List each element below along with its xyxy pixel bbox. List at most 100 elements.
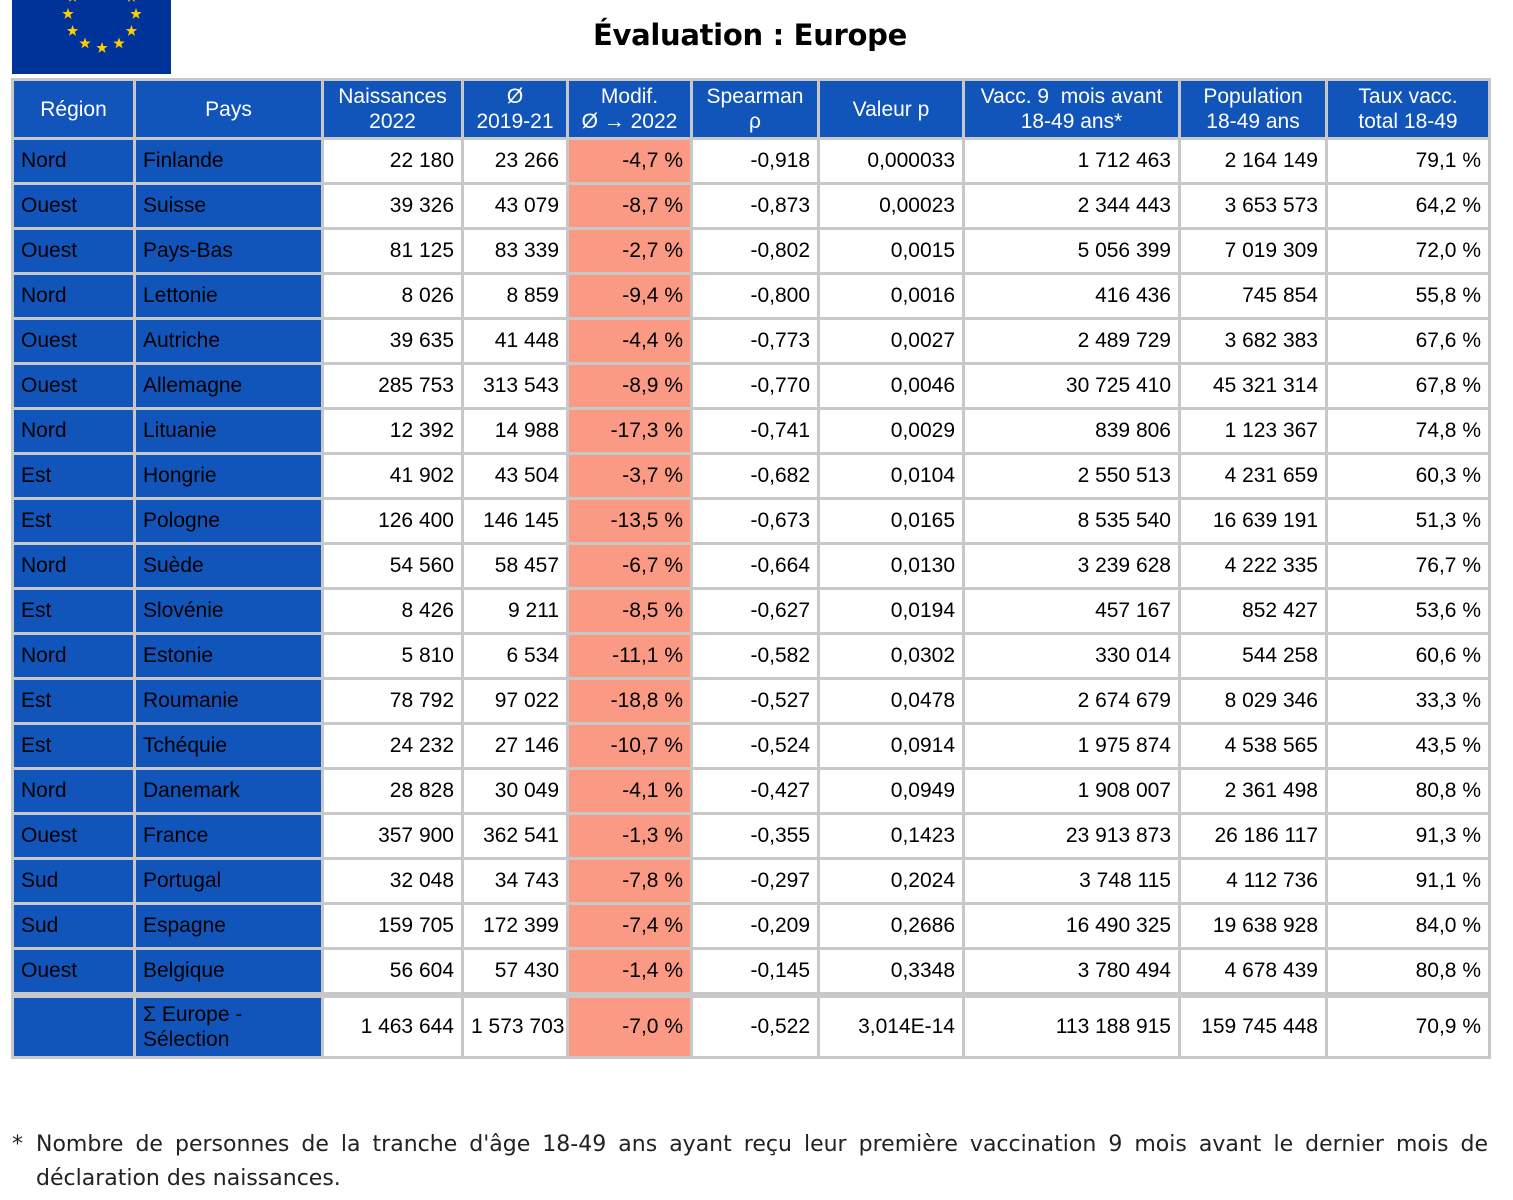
row-region: Est	[11, 722, 136, 770]
row-valeur-p: 0,0104	[817, 452, 965, 500]
row-region: Ouest	[11, 317, 136, 365]
row-modif: -9,4 %	[566, 272, 693, 320]
row-naissances: 12 392	[321, 407, 464, 455]
row-vacc: 2 550 513	[962, 452, 1181, 500]
row-modif: -4,1 %	[566, 767, 693, 815]
row-spearman: -0,427	[690, 767, 820, 815]
row-taux: 67,8 %	[1325, 362, 1491, 410]
row-moyenne: 43 504	[461, 452, 569, 500]
row-naissances: 22 180	[321, 137, 464, 185]
total-vacc: 113 188 915	[962, 992, 1181, 1059]
table-row: Ouest Belgique 56 604 57 430 -1,4 % -0,145 0,3…	[11, 947, 1491, 997]
row-population: 16 639 191	[1178, 497, 1328, 545]
row-naissances: 39 326	[321, 182, 464, 230]
row-modif: -2,7 %	[566, 227, 693, 275]
row-moyenne: 313 543	[461, 362, 569, 410]
row-pays: Pologne	[133, 497, 324, 545]
row-valeur-p: 0,0949	[817, 767, 965, 815]
row-population: 4 538 565	[1178, 722, 1328, 770]
row-spearman: -0,800	[690, 272, 820, 320]
row-modif: -1,4 %	[566, 947, 693, 997]
table-row: Ouest France 357 900 362 541 -1,3 % -0,355 0,1…	[11, 812, 1491, 860]
row-spearman: -0,527	[690, 677, 820, 725]
header-valeur-p: Valeur p	[817, 78, 965, 140]
flag-star	[62, 8, 74, 19]
row-vacc: 8 535 540	[962, 497, 1181, 545]
table-row: Est Tchéquie 24 232 27 146 -10,7 % -0,524 0,09…	[11, 722, 1491, 770]
row-spearman: -0,918	[690, 137, 820, 185]
row-naissances: 285 753	[321, 362, 464, 410]
flag-star	[69, 0, 77, 2]
row-region: Ouest	[11, 812, 136, 860]
row-valeur-p: 0,0165	[817, 497, 965, 545]
table-row: Ouest Pays-Bas 81 125 83 339 -2,7 % -0,802 0,0…	[11, 227, 1491, 275]
row-region: Ouest	[11, 182, 136, 230]
row-population: 2 164 149	[1178, 137, 1328, 185]
row-modif: -7,4 %	[566, 902, 693, 950]
row-region: Nord	[11, 272, 136, 320]
row-taux: 60,3 %	[1325, 452, 1491, 500]
row-vacc: 1 908 007	[962, 767, 1181, 815]
row-valeur-p: 0,00023	[817, 182, 965, 230]
total-modif: -7,0 %	[566, 992, 693, 1059]
row-population: 4 222 335	[1178, 542, 1328, 590]
row-pays: Lettonie	[133, 272, 324, 320]
row-vacc: 1 712 463	[962, 137, 1181, 185]
total-population: 159 745 448	[1178, 992, 1328, 1059]
row-moyenne: 6 534	[461, 632, 569, 680]
header-vacc: Vacc. 9 mois avant 18-49 ans*	[962, 78, 1181, 140]
footnote-mark: *	[12, 1132, 23, 1157]
table-row: Est Hongrie 41 902 43 504 -3,7 % -0,682 0,0104…	[11, 452, 1491, 500]
row-region: Est	[11, 587, 136, 635]
row-naissances: 41 902	[321, 452, 464, 500]
row-moyenne: 43 079	[461, 182, 569, 230]
row-region: Nord	[11, 632, 136, 680]
row-vacc: 330 014	[962, 632, 1181, 680]
row-pays: Allemagne	[133, 362, 324, 410]
row-modif: -11,1 %	[566, 632, 693, 680]
row-modif: -18,8 %	[566, 677, 693, 725]
row-taux: 91,1 %	[1325, 857, 1491, 905]
row-taux: 53,6 %	[1325, 587, 1491, 635]
row-region: Ouest	[11, 362, 136, 410]
table-row: Ouest Allemagne 285 753 313 543 -8,9 % -0,770…	[11, 362, 1491, 410]
row-taux: 67,6 %	[1325, 317, 1491, 365]
table-row: Est Pologne 126 400 146 145 -13,5 % -0,673 0,0…	[11, 497, 1491, 545]
row-spearman: -0,673	[690, 497, 820, 545]
row-moyenne: 34 743	[461, 857, 569, 905]
row-pays: Pays-Bas	[133, 227, 324, 275]
row-valeur-p: 0,0015	[817, 227, 965, 275]
row-moyenne: 83 339	[461, 227, 569, 275]
row-vacc: 3 780 494	[962, 947, 1181, 997]
row-modif: -10,7 %	[566, 722, 693, 770]
row-population: 7 019 309	[1178, 227, 1328, 275]
row-spearman: -0,741	[690, 407, 820, 455]
row-spearman: -0,802	[690, 227, 820, 275]
row-modif: -7,8 %	[566, 857, 693, 905]
row-pays: Finlande	[133, 137, 324, 185]
row-moyenne: 97 022	[461, 677, 569, 725]
row-valeur-p: 0,3348	[817, 947, 965, 997]
header-pays: Pays	[133, 78, 324, 140]
table-row: Ouest Autriche 39 635 41 448 -4,4 % -0,773 0,0…	[11, 317, 1491, 365]
row-region: Nord	[11, 542, 136, 590]
row-taux: 91,3 %	[1325, 812, 1491, 860]
header-taux: Taux vacc. total 18-49	[1325, 78, 1491, 140]
row-region: Nord	[11, 137, 136, 185]
total-spearman: -0,522	[690, 992, 820, 1059]
row-taux: 55,8 %	[1325, 272, 1491, 320]
row-moyenne: 57 430	[461, 947, 569, 997]
row-population: 852 427	[1178, 587, 1328, 635]
row-population: 4 231 659	[1178, 452, 1328, 500]
row-region: Ouest	[11, 947, 136, 997]
row-taux: 80,8 %	[1325, 947, 1491, 997]
row-pays: Danemark	[133, 767, 324, 815]
row-moyenne: 41 448	[461, 317, 569, 365]
row-moyenne: 27 146	[461, 722, 569, 770]
row-moyenne: 172 399	[461, 902, 569, 950]
row-moyenne: 23 266	[461, 137, 569, 185]
row-valeur-p: 0,2686	[817, 902, 965, 950]
row-population: 4 112 736	[1178, 857, 1328, 905]
row-valeur-p: 0,000033	[817, 137, 965, 185]
row-modif: -3,7 %	[566, 452, 693, 500]
